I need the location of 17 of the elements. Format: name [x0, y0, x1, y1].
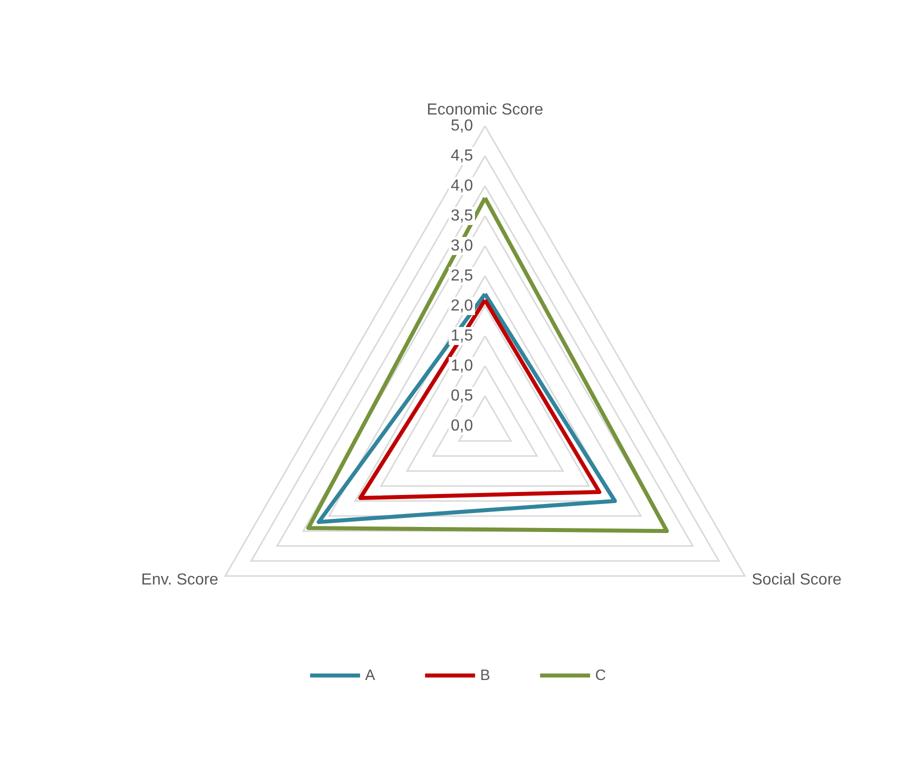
y-tick-label: 3,5: [450, 208, 474, 224]
y-tick-label: 4,5: [450, 148, 474, 164]
y-tick-label: 2,0: [450, 298, 474, 314]
spoke-label: Env. Score: [141, 572, 218, 588]
y-tick-label: 1,5: [450, 328, 474, 344]
legend-label: B: [480, 667, 490, 684]
legend-label: A: [365, 667, 376, 684]
spoke-label: Economic Score: [426, 102, 544, 118]
spoke-label: Social Score: [752, 572, 842, 588]
y-tick-label: 0,5: [450, 388, 474, 404]
y-tick-label: 4,0: [450, 178, 474, 194]
y-tick-label: 1,0: [450, 358, 474, 374]
y-tick-label: 3,0: [450, 238, 474, 254]
y-tick-label: 0,0: [450, 418, 474, 434]
legend-label: C: [595, 667, 606, 684]
y-tick-label: 5,0: [450, 118, 474, 134]
y-tick-label: 2,5: [450, 268, 474, 284]
